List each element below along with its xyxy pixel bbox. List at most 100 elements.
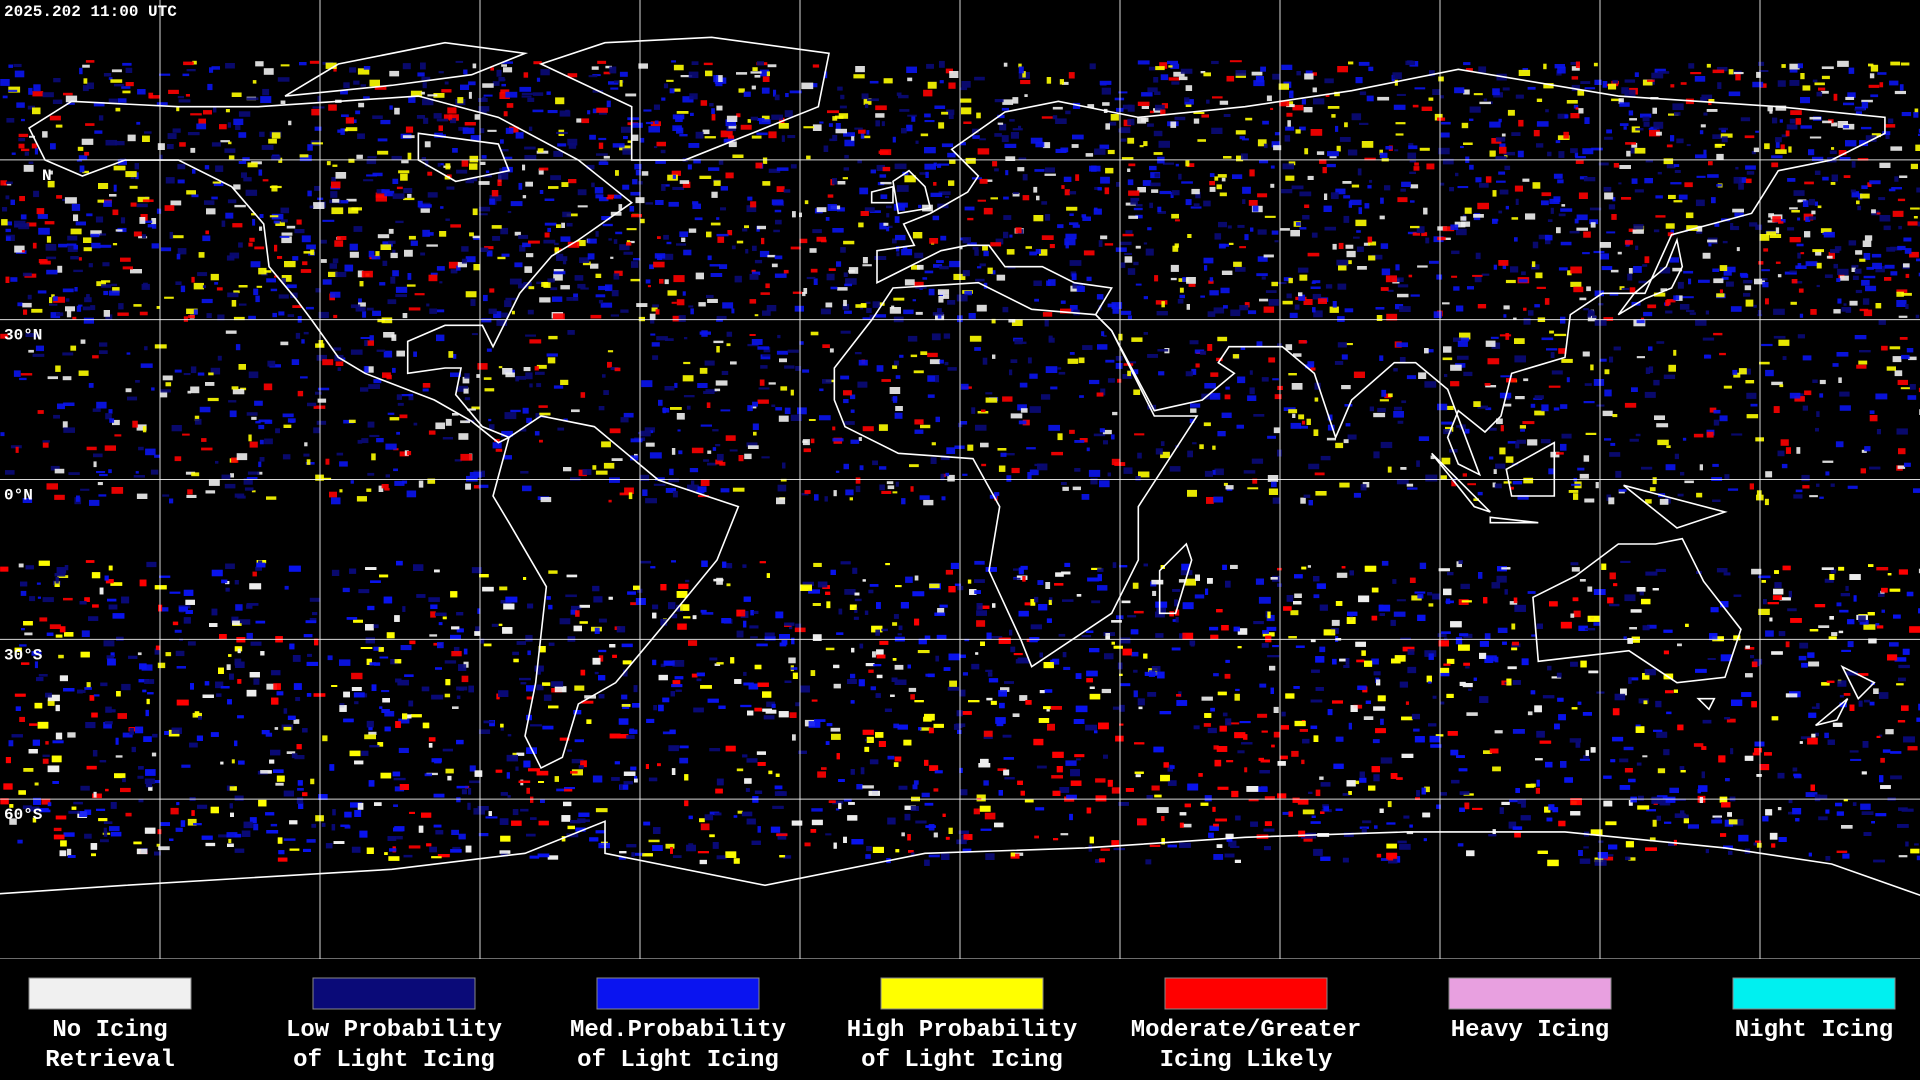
icing-pixel xyxy=(1869,415,1878,422)
icing-pixel xyxy=(1377,407,1386,413)
icing-pixel xyxy=(1549,198,1560,204)
icing-pixel xyxy=(1756,490,1762,496)
icing-pixel xyxy=(1764,143,1770,150)
icing-pixel xyxy=(1249,169,1255,177)
icing-pixel xyxy=(869,210,881,213)
icing-pixel xyxy=(1759,234,1770,241)
icing-pixel xyxy=(774,209,782,213)
icing-pixel xyxy=(125,388,132,393)
icing-pixel xyxy=(1764,498,1769,506)
icing-pixel xyxy=(96,471,106,474)
icing-pixel xyxy=(1312,280,1321,284)
icing-pixel xyxy=(843,299,847,307)
icing-pixel xyxy=(1707,239,1718,243)
icing-pixel xyxy=(1668,113,1679,116)
icing-pixel xyxy=(1148,66,1156,71)
icing-pixel xyxy=(1345,244,1354,249)
icing-pixel xyxy=(1463,142,1473,145)
icing-pixel xyxy=(959,87,968,91)
icing-pixel xyxy=(750,71,762,74)
icing-pixel xyxy=(1443,237,1451,240)
icing-pixel xyxy=(169,231,174,239)
icing-pixel xyxy=(1892,356,1902,363)
icing-pixel xyxy=(147,224,155,228)
icing-pixel xyxy=(1463,371,1473,377)
icing-pixel xyxy=(1522,178,1530,182)
icing-pixel xyxy=(159,73,171,76)
icing-pixel xyxy=(1505,205,1509,210)
icing-pixel xyxy=(1058,371,1066,375)
icing-pixel xyxy=(582,469,592,475)
icing-pixel xyxy=(1086,276,1092,282)
icing-pixel xyxy=(78,257,82,261)
icing-pixel xyxy=(103,200,112,207)
icing-pixel xyxy=(752,67,758,72)
icing-pixel xyxy=(445,418,452,426)
icing-pixel xyxy=(1573,286,1584,293)
icing-pixel xyxy=(1781,134,1788,138)
icing-pixel xyxy=(112,287,120,293)
icing-pixel xyxy=(1410,294,1420,297)
icing-pixel xyxy=(647,285,651,288)
icing-pixel xyxy=(489,288,495,293)
icing-pixel xyxy=(1002,396,1013,402)
icing-pixel xyxy=(204,165,210,170)
icing-pixel xyxy=(1451,250,1460,255)
icing-pixel xyxy=(367,421,375,428)
icing-pixel xyxy=(1388,393,1393,398)
icing-pixel xyxy=(648,126,660,133)
icing-pixel xyxy=(1124,252,1132,255)
icing-pixel xyxy=(1818,87,1826,91)
icing-pixel xyxy=(373,379,382,384)
icing-pixel xyxy=(1702,337,1715,341)
icing-pixel xyxy=(899,354,904,358)
icing-pixel xyxy=(652,304,659,308)
icing-pixel xyxy=(501,253,510,257)
icing-pixel xyxy=(645,498,657,504)
icing-pixel xyxy=(1505,333,1510,340)
icing-pixel xyxy=(443,114,453,120)
icing-pixel xyxy=(1713,419,1720,426)
icing-pixel xyxy=(1801,474,1810,482)
icing-pixel xyxy=(919,172,929,175)
icing-pixel xyxy=(895,234,906,241)
icing-pixel xyxy=(1421,232,1428,237)
icing-pixel xyxy=(1247,395,1257,401)
icing-pixel xyxy=(1141,117,1149,122)
icing-pixel xyxy=(341,114,349,117)
icing-pixel xyxy=(1568,490,1579,493)
icing-pixel xyxy=(649,313,656,320)
icing-pixel xyxy=(8,86,21,93)
icing-pixel xyxy=(56,312,64,317)
icing-pixel xyxy=(434,132,443,138)
icing-pixel xyxy=(1815,427,1819,432)
icing-pixel xyxy=(1255,76,1264,83)
icing-pixel xyxy=(258,169,263,176)
icing-pixel xyxy=(175,281,182,285)
icing-pixel xyxy=(177,96,184,99)
icing-pixel xyxy=(1052,115,1058,120)
icing-pixel xyxy=(742,228,748,232)
icing-pixel xyxy=(139,217,146,224)
icing-pixel xyxy=(1725,281,1734,287)
icing-pixel xyxy=(1745,299,1754,307)
icing-pixel xyxy=(521,92,533,95)
icing-pixel xyxy=(280,341,289,346)
icing-pixel xyxy=(758,387,770,390)
icing-pixel xyxy=(1558,348,1567,354)
icing-pixel xyxy=(515,132,524,139)
icing-pixel xyxy=(1185,160,1190,167)
icing-pixel xyxy=(1099,144,1110,149)
icing-pixel xyxy=(1805,261,1818,267)
icing-pixel xyxy=(1138,471,1150,478)
icing-pixel xyxy=(32,91,44,97)
icing-pixel xyxy=(1830,483,1835,487)
icing-pixel xyxy=(1656,341,1665,344)
icing-pixel xyxy=(682,96,694,103)
icing-pixel xyxy=(1865,285,1877,292)
icing-pixel xyxy=(1871,253,1882,258)
icing-pixel xyxy=(121,86,131,89)
icing-pixel xyxy=(756,61,764,66)
icing-pixel xyxy=(881,121,885,127)
icing-pixel xyxy=(1380,287,1389,291)
